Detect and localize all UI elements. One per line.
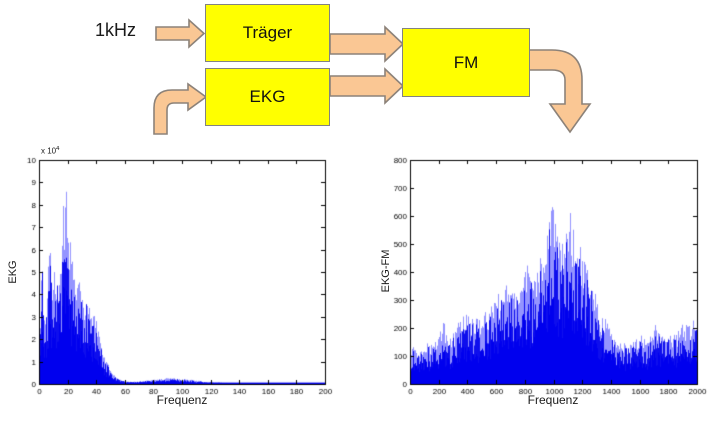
block-ekg-label: EKG	[249, 87, 286, 106]
multiplier-base: x 10	[41, 146, 57, 156]
block-traeger: Träger	[205, 4, 330, 62]
arrow-shape	[329, 25, 405, 63]
arrow-curved-into-ekg-icon	[153, 82, 208, 135]
arrow-shape	[155, 18, 206, 49]
right-chart-ylabel: EKG-FM	[380, 249, 392, 293]
input-frequency-label: 1kHz	[95, 20, 137, 40]
ekg-spectrum-chart	[0, 145, 360, 423]
block-ekg: EKG	[205, 68, 330, 126]
arrow-input-to-traeger-icon	[155, 18, 206, 49]
left-chart-xlabel: Frequenz	[156, 393, 208, 407]
arrow-fm-output-icon	[527, 49, 592, 134]
left-chart-ylabel: EKG	[7, 260, 19, 284]
block-fm: FM	[402, 28, 530, 97]
left-chart-y-multiplier: x 104	[41, 146, 59, 156]
arrow-shape	[153, 82, 208, 135]
ekg-fm-spectrum-chart	[370, 145, 714, 423]
arrow-shape	[527, 49, 592, 134]
block-traeger-label: Träger	[242, 23, 293, 42]
block-fm-label: FM	[453, 52, 479, 72]
arrow-ekg-to-fm-icon	[329, 67, 405, 105]
multiplier-exponent: 4	[56, 146, 60, 152]
right-chart-xlabel: Frequenz	[527, 393, 579, 407]
arrow-shape	[329, 67, 405, 105]
arrow-traeger-to-fm-icon	[329, 25, 405, 63]
